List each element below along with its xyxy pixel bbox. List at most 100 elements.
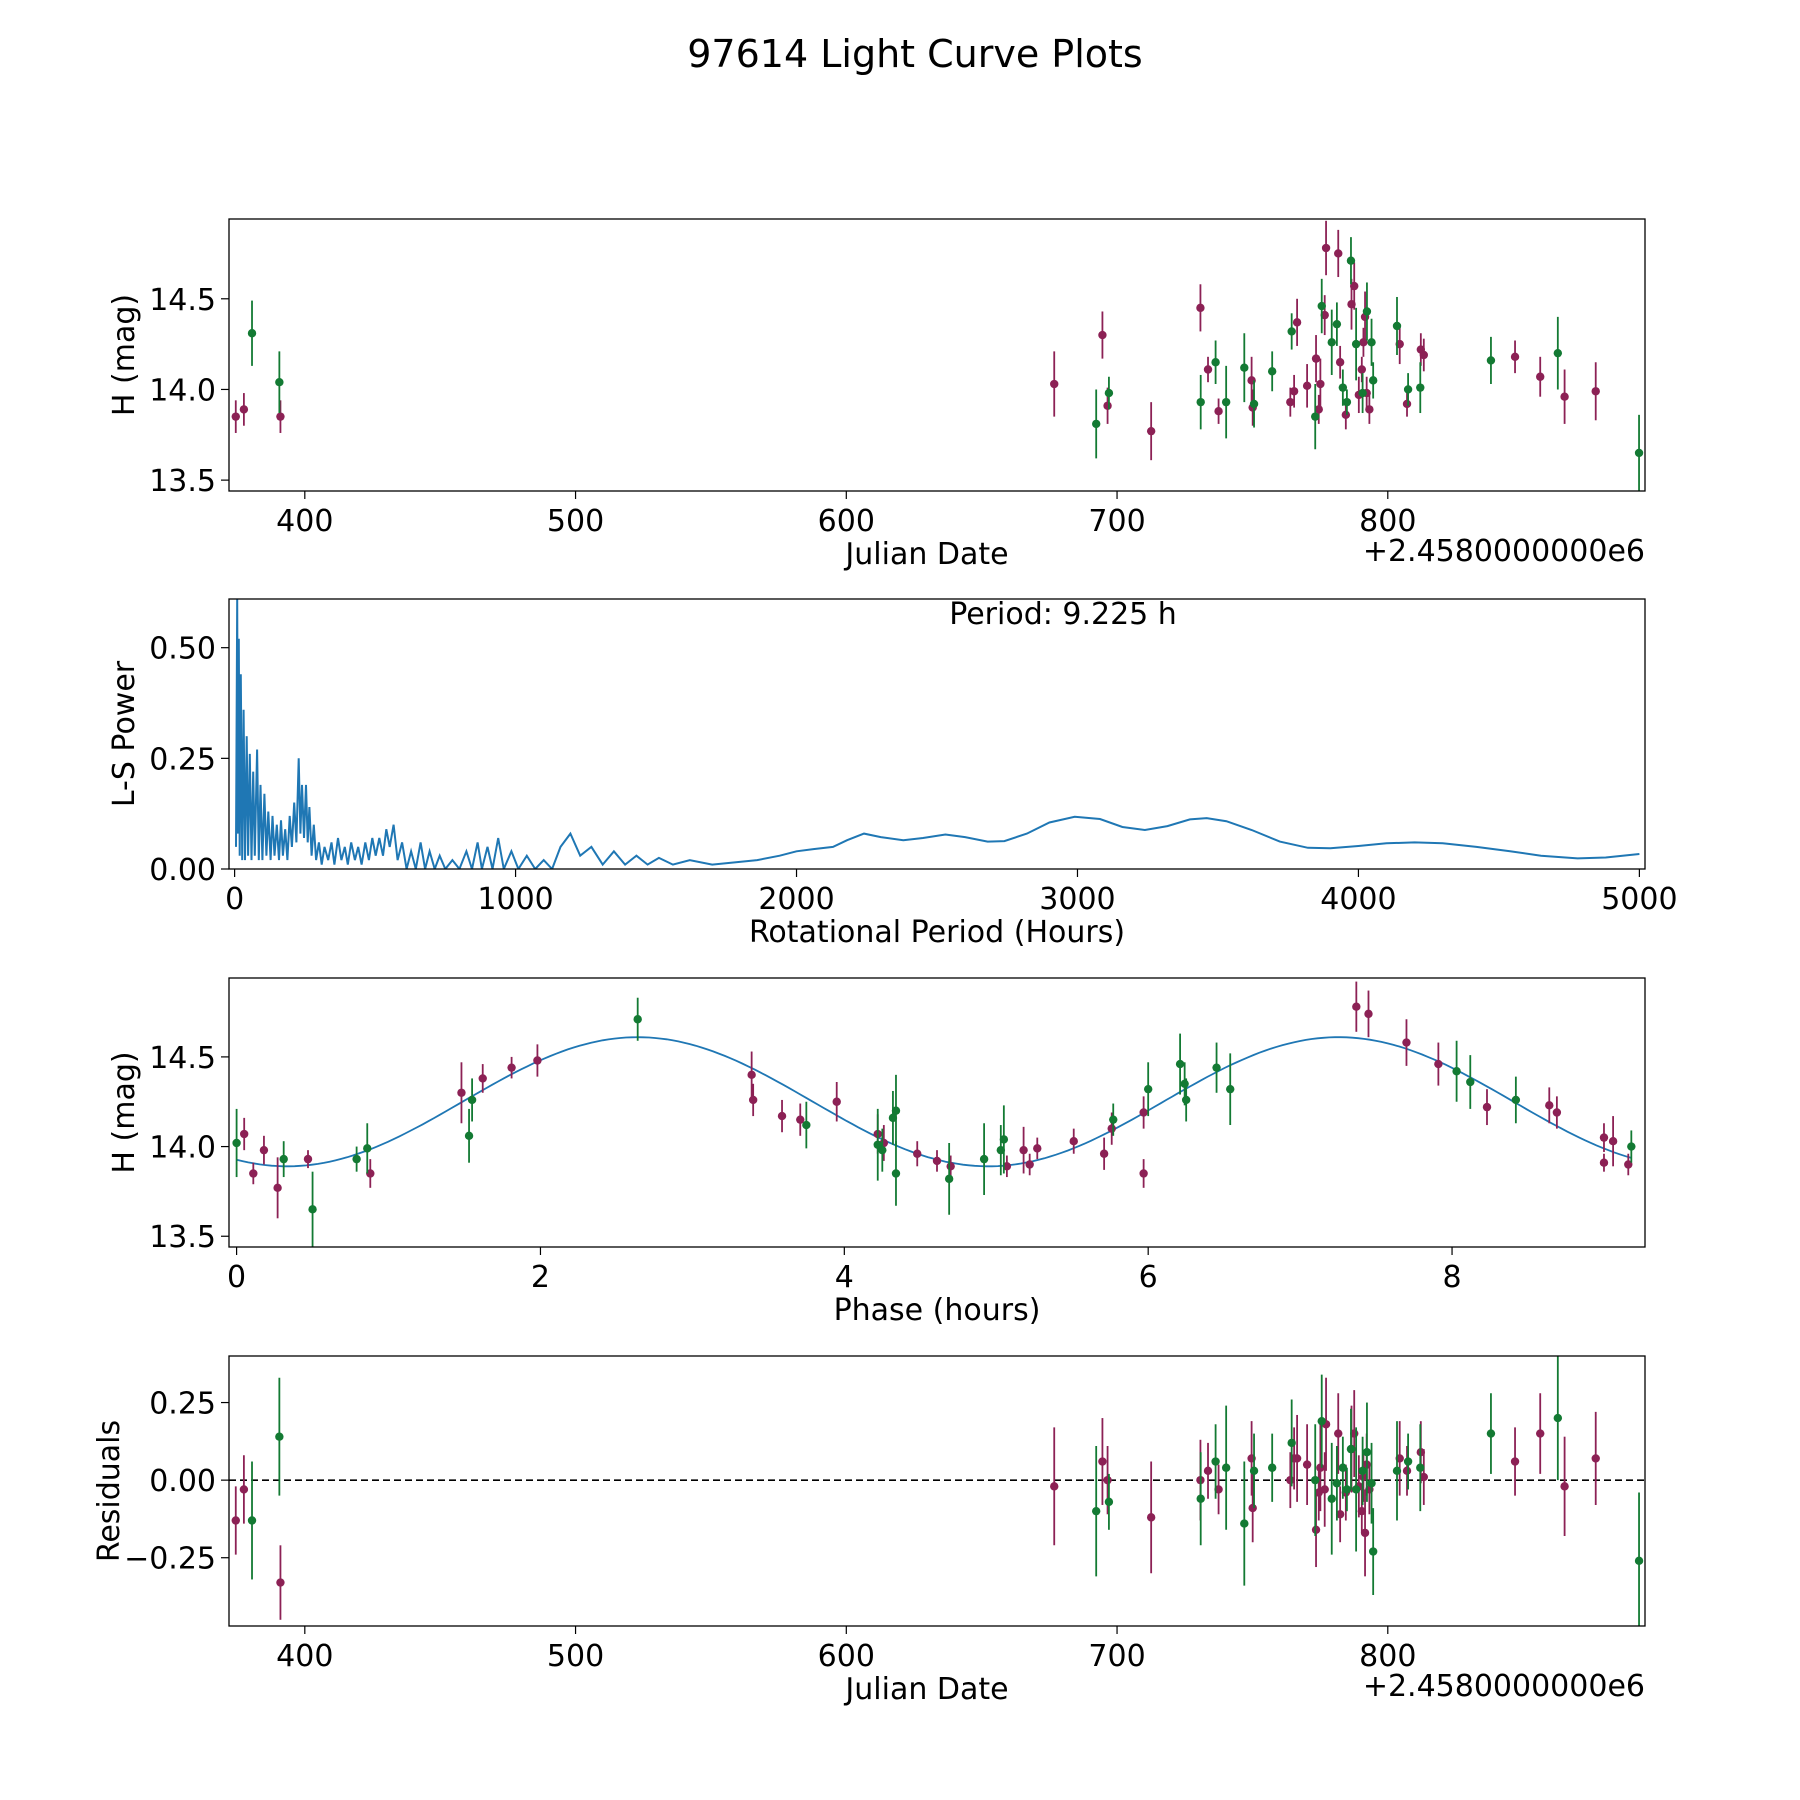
phased-point-purple (259, 1145, 269, 1155)
residuals-point-green (247, 1516, 257, 1525)
periodogram-xlabel: Rotational Period (Hours) (749, 915, 1125, 950)
phased-point-purple (239, 1129, 249, 1139)
phased-point-green (979, 1154, 989, 1164)
phased-point-green (1109, 1115, 1118, 1124)
residuals-point-purple (231, 1516, 240, 1525)
phased-point-purple (457, 1088, 466, 1097)
phased-point-green (279, 1154, 288, 1164)
periodogram-xtick-label: 3000 (1039, 882, 1115, 917)
residuals-point-green (1346, 1444, 1356, 1454)
residuals-point-purple (1334, 1429, 1343, 1438)
lightcurve-point-green (1240, 363, 1249, 372)
residuals-xlabel: Julian Date (843, 1672, 1008, 1707)
residuals-point-purple (1560, 1482, 1569, 1491)
residuals-point-green (1332, 1479, 1342, 1488)
residuals-point-green (1403, 1457, 1413, 1466)
lightcurve-point-purple (1311, 354, 1321, 363)
phased-point-purple (1033, 1144, 1042, 1153)
residuals-point-purple (1316, 1463, 1325, 1472)
phased-point-purple (1025, 1160, 1034, 1169)
lightcurve-ytick-label: 14.5 (149, 283, 216, 318)
phased-point-purple (1099, 1149, 1109, 1158)
periodogram-ytick-label: 0.50 (149, 632, 216, 667)
phased-point-green (878, 1145, 887, 1155)
residuals-ytick-label: 0.00 (149, 1464, 216, 1499)
residuals-point-green (1196, 1494, 1205, 1503)
lightcurve-xtick-label: 500 (547, 504, 604, 539)
residuals-xtick-label: 700 (1088, 1639, 1145, 1674)
lightcurve-point-purple (1103, 401, 1112, 410)
phased-plot-area (232, 981, 1636, 1247)
phased-point-green (1180, 1079, 1189, 1089)
phased-ytick-label: 14.5 (149, 1041, 216, 1076)
phased-point-purple (1139, 1108, 1148, 1117)
phased-point-purple (796, 1115, 805, 1124)
figure-title: 97614 Light Curve Plots (687, 32, 1142, 76)
residuals-point-purple (1098, 1457, 1107, 1466)
phased-point-green (352, 1154, 361, 1164)
residuals-ylabel: Residuals (92, 1420, 127, 1562)
residuals-point-purple (1335, 1510, 1345, 1519)
phased-point-purple (747, 1070, 756, 1080)
phased-point-purple (1599, 1133, 1609, 1142)
residuals-point-green (1249, 1466, 1259, 1476)
residuals-point-purple (1320, 1485, 1329, 1494)
phased-point-green (1452, 1067, 1461, 1076)
lightcurve-point-purple (239, 405, 249, 414)
lightcurve-point-green (1091, 419, 1101, 429)
lightcurve-point-green (1362, 307, 1372, 316)
residuals-point-green (1327, 1494, 1336, 1503)
phased-point-purple (303, 1154, 313, 1164)
lightcurve-point-green (1358, 388, 1367, 398)
residuals-point-purple (1248, 1503, 1257, 1513)
lightcurve-xtick-label: 800 (1359, 504, 1416, 539)
phased-point-purple (1069, 1136, 1078, 1146)
residuals-point-green (1368, 1547, 1378, 1556)
residuals-point-green (1091, 1506, 1101, 1516)
phased-point-green (1212, 1063, 1221, 1072)
phased-point-purple (1482, 1102, 1492, 1112)
lightcurve-point-green (1486, 356, 1496, 365)
residuals-panel: 400 500 600 700 800 −0.25 0.00 0.25 Julian Date R… (92, 1355, 1646, 1707)
residuals-point-purple (1357, 1506, 1367, 1516)
residuals-ytick-label: −0.25 (124, 1542, 216, 1577)
phased-point-green (1226, 1084, 1235, 1094)
residuals-point-green (275, 1432, 284, 1441)
residuals-frame (228, 1355, 1646, 1627)
residuals-point-purple (1402, 1466, 1412, 1476)
lightcurve-point-green (1416, 383, 1425, 392)
phased-point-purple (1434, 1059, 1443, 1069)
phased-point-purple (249, 1169, 258, 1178)
lightcurve-point-green (1211, 358, 1220, 367)
periodogram-annotation: Period: 9.225 h (949, 597, 1177, 632)
periodogram-ylabel: L-S Power (107, 660, 142, 807)
residuals-point-green (1342, 1485, 1352, 1494)
periodogram-xtick-label: 5000 (1601, 882, 1677, 917)
residuals-point-purple (1103, 1475, 1112, 1485)
residuals-point-purple (1292, 1454, 1302, 1463)
lightcurve-xtick-label: 400 (276, 504, 333, 539)
lightcurve-point-green (275, 378, 284, 387)
periodogram-ytick-label: 0.00 (149, 853, 216, 888)
lightcurve-point-purple (1289, 387, 1299, 396)
lightcurve-point-green (1338, 383, 1348, 392)
phased-point-purple (1019, 1145, 1028, 1155)
phased-point-green (363, 1144, 372, 1153)
lightcurve-point-purple (1286, 397, 1295, 407)
lightcurve-plot-area (231, 220, 1644, 491)
lightcurve-point-purple (1419, 350, 1429, 360)
phased-point-purple (1352, 1002, 1361, 1011)
residuals-point-purple (1510, 1457, 1520, 1466)
residuals-point-green (1338, 1463, 1348, 1472)
lightcurve-point-green (1196, 397, 1205, 407)
residuals-point-green (1362, 1448, 1372, 1457)
residuals-point-green (1317, 1416, 1326, 1426)
lightcurve-point-green (1327, 338, 1336, 347)
lightcurve-offset-label: +2.4580000000e6 (1363, 534, 1645, 569)
lightcurve-point-purple (276, 412, 285, 421)
phased-point-purple (1002, 1162, 1012, 1171)
lightcurve-point-purple (1196, 303, 1205, 313)
lightcurve-point-green (1392, 321, 1402, 331)
periodogram-plot-area (235, 599, 1640, 869)
